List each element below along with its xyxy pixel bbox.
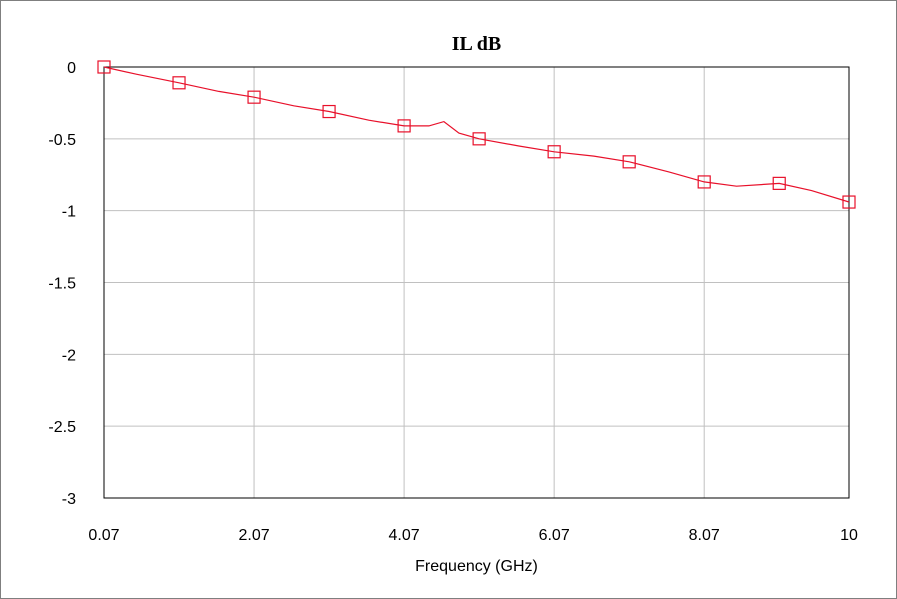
series-line — [103, 66, 850, 203]
square-marker — [397, 119, 411, 133]
x-tick-label: 6.07 — [539, 527, 570, 544]
square-marker — [622, 155, 636, 169]
y-tick-label: -1 — [62, 204, 76, 221]
series-layer — [103, 66, 850, 203]
x-tick-labels: 0.07 2.07 4.07 6.07 8.07 10 — [88, 527, 858, 544]
chart-title: IL dB — [452, 33, 501, 55]
square-marker — [697, 175, 711, 189]
y-tick-label: -2 — [62, 347, 76, 364]
y-tick-labels: 0 -0.5 -1 -1.5 -2 -2.5 -3 — [48, 60, 76, 508]
plot-area — [103, 66, 850, 499]
square-marker — [322, 104, 336, 119]
x-axis-title: Frequency (GHz) — [415, 558, 538, 575]
x-tick-label: 2.07 — [238, 527, 269, 544]
square-marker — [842, 195, 856, 209]
square-marker — [772, 176, 786, 190]
y-tick-label: 0 — [67, 60, 76, 77]
square-marker — [172, 76, 186, 90]
y-tick-label: -0.5 — [48, 132, 76, 149]
square-marker — [247, 90, 261, 104]
square-marker — [97, 60, 111, 74]
square-marker — [547, 145, 561, 159]
marker-layer — [97, 60, 856, 209]
x-tick-label: 0.07 — [88, 527, 119, 544]
x-tick-label: 8.07 — [689, 527, 720, 544]
grid-layer — [103, 66, 850, 499]
x-tick-label: 10 — [840, 527, 858, 544]
x-tick-label: 4.07 — [389, 527, 420, 544]
square-marker — [472, 132, 486, 146]
y-tick-label: -2.5 — [48, 419, 76, 436]
y-tick-label: -1.5 — [48, 276, 76, 293]
y-tick-label: -3 — [62, 491, 76, 508]
